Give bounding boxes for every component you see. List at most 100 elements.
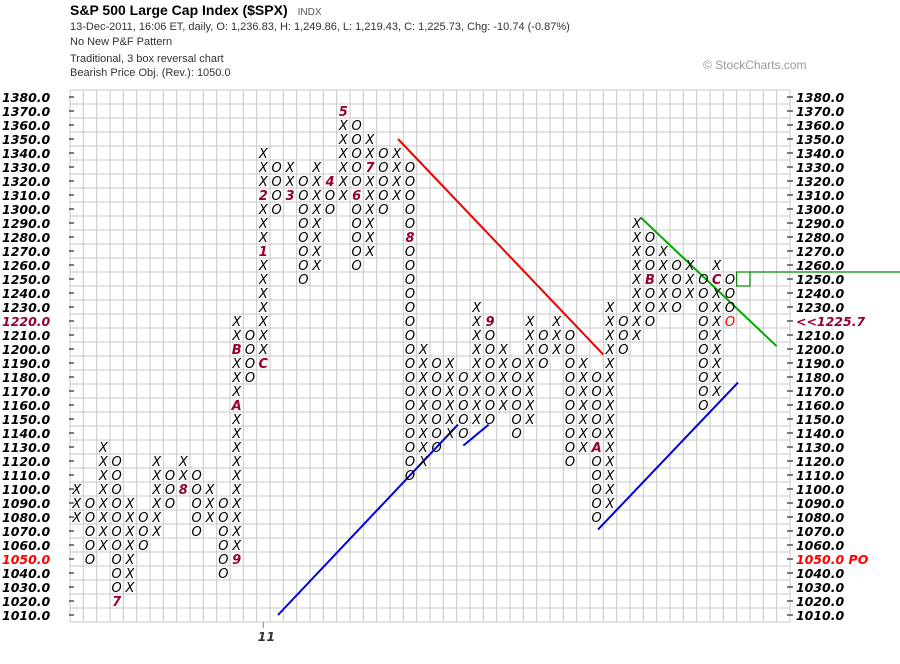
x-box: X (578, 413, 589, 428)
x-box: X (711, 301, 722, 316)
y-axis-label-right: 1110.0 (796, 468, 845, 483)
y-axis-label-left: 1290.0 (2, 216, 51, 231)
o-box: O (565, 441, 575, 456)
x-box: X (471, 385, 482, 400)
x-box: X (151, 511, 162, 526)
x-box: X (231, 427, 242, 442)
y-axis-label-left: 1230.0 (2, 300, 51, 315)
o-box: O (592, 511, 602, 526)
y-axis-label-right: 1070.0 (796, 524, 845, 539)
x-box: X (445, 357, 456, 372)
o-box: O (618, 315, 628, 330)
x-box: X (125, 497, 136, 512)
x-box: X (285, 175, 296, 190)
o-box: O (85, 539, 95, 554)
o-box: O (405, 175, 415, 190)
x-box: X (525, 413, 536, 428)
month-marker: C (712, 273, 722, 288)
x-box: X (471, 315, 482, 330)
x-box: X (98, 539, 109, 554)
stockcharts-watermark: © StockCharts.com (703, 58, 807, 72)
x-box: X (125, 581, 136, 596)
x-box: X (258, 231, 269, 246)
o-box: O (405, 203, 415, 218)
x-box: X (258, 259, 269, 274)
x-box: X (258, 147, 269, 162)
o-box: O (592, 427, 602, 442)
x-box: X (445, 427, 456, 442)
o-box: O (405, 385, 415, 400)
x-box: X (685, 287, 696, 302)
x-box: X (258, 217, 269, 232)
x-box: X (578, 385, 589, 400)
x-box: X (311, 203, 322, 218)
month-marker: A (591, 441, 602, 456)
x-box: X (365, 217, 376, 232)
o-box: O (165, 497, 175, 512)
x-box: X (71, 483, 82, 498)
o-box: O (565, 385, 575, 400)
x-box: X (365, 189, 376, 204)
o-box: O (352, 147, 362, 162)
o-box: O (405, 441, 415, 456)
o-box: O (352, 217, 362, 232)
price-objective-line: Bearish Price Obj. (Rev.): 1050.0 (70, 67, 231, 79)
month-marker: C (259, 357, 269, 372)
o-box: O (245, 357, 255, 372)
x-box: X (605, 469, 616, 484)
month-marker: B (232, 343, 242, 358)
o-box: O (512, 427, 522, 442)
y-axis-label-right: 1020.0 (796, 594, 845, 609)
o-box: O (218, 511, 228, 526)
x-box: X (71, 497, 82, 512)
month-marker: B (645, 273, 655, 288)
x-box: X (338, 119, 349, 134)
o-box: O (538, 357, 548, 372)
x-box: X (418, 399, 429, 414)
y-axis-label-right: 1340.0 (796, 146, 845, 161)
trendline (277, 423, 459, 616)
x-box: X (205, 483, 216, 498)
y-axis-label-left: 1260.0 (2, 258, 51, 273)
x-box: X (445, 371, 456, 386)
x-box: X (231, 497, 242, 512)
x-box: X (231, 455, 242, 470)
o-box: O (512, 357, 522, 372)
y-axis-label-left: 1270.0 (2, 244, 51, 259)
y-axis-label-left: 1140.0 (2, 426, 51, 441)
o-box: O (645, 231, 655, 246)
current-price-box (736, 271, 751, 287)
y-axis-label-left: 1310.0 (2, 188, 51, 203)
y-axis-label-left: 1020.0 (2, 594, 51, 609)
x-box: X (418, 441, 429, 456)
x-box: X (231, 315, 242, 330)
x-box: X (551, 315, 562, 330)
y-axis-label-right: 1080.0 (796, 510, 845, 525)
o-box: O (352, 231, 362, 246)
x-box: X (98, 497, 109, 512)
y-axis-label-left: 1130.0 (2, 440, 51, 455)
x-box: X (285, 161, 296, 176)
o-box: O (352, 259, 362, 274)
x-box: X (498, 357, 509, 372)
o-box: O (405, 217, 415, 232)
y-axis-label-left: 1070.0 (2, 524, 51, 539)
o-box: O (218, 525, 228, 540)
o-box: O (325, 203, 335, 218)
quote-line: 13-Dec-2011, 16:06 ET, daily, O: 1,236.8… (70, 21, 570, 33)
o-box: O (85, 525, 95, 540)
x-box: X (498, 399, 509, 414)
x-box: X (631, 245, 642, 260)
x-box: X (551, 329, 562, 344)
o-box: O (192, 511, 202, 526)
x-box: X (605, 399, 616, 414)
x-box: X (231, 371, 242, 386)
y-axis-label-left: 1150.0 (2, 412, 51, 427)
y-axis-label-left: 1330.0 (2, 160, 51, 175)
x-box: X (418, 385, 429, 400)
o-box: O (405, 315, 415, 330)
o-box: O (405, 161, 415, 176)
o-box: O (565, 343, 575, 358)
o-box: O (592, 497, 602, 512)
